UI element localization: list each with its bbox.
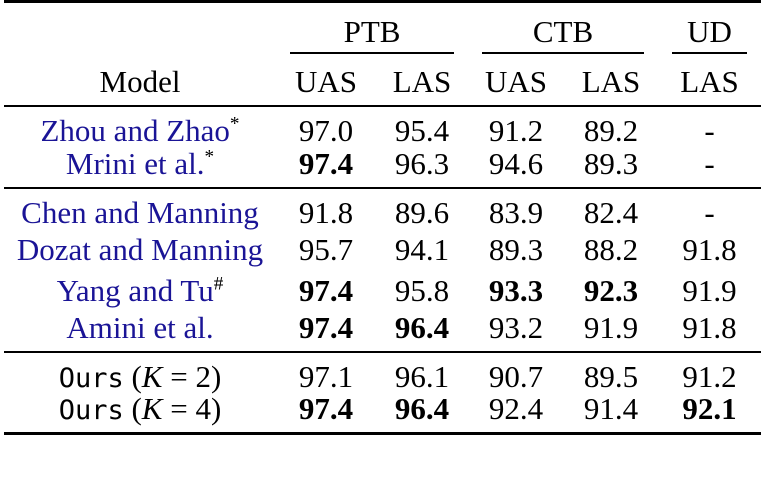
paren-open: ( xyxy=(131,358,142,394)
model-label-ours-k4: Ours xyxy=(58,395,124,427)
asterisk-superscript: * xyxy=(204,146,215,168)
column-group-row: PTB CTB UD xyxy=(4,2,761,54)
group-label-ctb: CTB xyxy=(532,13,594,49)
table-row: Dozat and Manning 95.7 94.1 89.3 88.2 91… xyxy=(4,229,761,270)
value-cell: 97.0 xyxy=(298,112,354,148)
metric-header-row: Model UAS LAS UAS LAS LAS xyxy=(4,53,762,107)
value-cell: 95.8 xyxy=(394,272,450,308)
value-cell: 97.4 xyxy=(298,145,354,181)
value-cell: 89.5 xyxy=(564,350,659,393)
model-k-expression: (K = 4) xyxy=(131,391,221,426)
value-cell: 97.1 xyxy=(276,350,376,393)
model-link-mrini[interactable]: Mrini et al. xyxy=(65,145,205,181)
value-cell: 97.4 xyxy=(298,391,354,427)
model-cell: Yang and Tu# xyxy=(4,270,276,311)
group-label-ptb: PTB xyxy=(343,13,401,49)
header-ptb-las: LAS xyxy=(376,53,469,107)
model-link-dozat[interactable]: Dozat and Manning xyxy=(16,231,264,267)
model-link-yang-tu[interactable]: Yang and Tu xyxy=(56,272,214,308)
value-cell: 96.4 xyxy=(394,309,450,345)
column-group-ptb: PTB xyxy=(276,2,468,54)
model-link-amini[interactable]: Amini et al. xyxy=(66,309,214,345)
table-row: Yang and Tu# 97.4 95.8 93.3 92.3 91.9 xyxy=(4,270,761,311)
value-cell: 82.4 xyxy=(564,186,659,229)
value-cell: 96.3 xyxy=(394,145,450,181)
table-row: Chen and Manning 91.8 89.6 83.9 82.4 - xyxy=(4,186,762,230)
value-cell: 88.2 xyxy=(583,231,639,267)
header-ptb-uas: UAS xyxy=(276,53,376,107)
model-label-ours-k2: Ours xyxy=(58,362,124,394)
value-cell: 93.2 xyxy=(488,309,544,345)
value-cell: 97.4 xyxy=(298,272,354,308)
column-group-ctb: CTB xyxy=(468,2,658,54)
value-cell: 92.4 xyxy=(488,391,544,427)
value-cell: 90.7 xyxy=(468,350,565,393)
value-cell: 94.1 xyxy=(394,231,450,267)
value-cell: 89.6 xyxy=(376,186,469,229)
k-variable: K xyxy=(141,391,163,427)
model-cell: Zhou and Zhao* xyxy=(4,106,276,147)
value-cell: 91.8 xyxy=(682,309,737,345)
value-cell: 92.3 xyxy=(583,272,639,308)
header-ctb-uas: UAS xyxy=(468,53,565,107)
asterisk-superscript: * xyxy=(229,113,240,135)
hash-superscript: # xyxy=(213,273,224,295)
model-cell: Ours (K = 2) xyxy=(4,350,276,394)
value-cell: 91.2 xyxy=(488,112,544,148)
group-label-ud: UD xyxy=(687,13,732,49)
header-ud-las: LAS xyxy=(658,53,762,107)
model-cell: Ours (K = 4) xyxy=(4,393,276,434)
value-cell: 91.4 xyxy=(583,391,639,427)
value-cell: 89.3 xyxy=(583,145,639,181)
table-row: Mrini et al.* 97.4 96.3 94.6 89.3 - xyxy=(4,147,761,188)
value-cell: 95.7 xyxy=(298,231,354,267)
value-cell: 93.3 xyxy=(488,272,544,308)
value-cell: 83.9 xyxy=(468,186,565,229)
value-cell: 91.8 xyxy=(276,186,376,229)
table-row: Ours (K = 2) 97.1 96.1 90.7 89.5 91.2 xyxy=(4,350,762,394)
model-cell: Dozat and Manning xyxy=(4,229,276,270)
value-cell: - xyxy=(704,145,715,181)
value-cell: 97.4 xyxy=(298,309,354,345)
value-cell: 95.4 xyxy=(394,112,450,148)
value-cell: - xyxy=(658,186,762,229)
value-cell: 91.2 xyxy=(658,350,762,393)
value-cell: 96.4 xyxy=(394,391,450,427)
table-row: Amini et al. 97.4 96.4 93.2 91.9 91.8 xyxy=(4,311,761,352)
model-cell: Chen and Manning xyxy=(4,186,276,230)
column-group-ud: UD xyxy=(658,2,761,54)
value-cell: - xyxy=(704,112,715,148)
model-k-expression: (K = 2) xyxy=(131,359,221,394)
k-variable: K xyxy=(141,358,163,394)
value-cell: 91.9 xyxy=(682,272,737,308)
model-column-header: Model xyxy=(4,53,276,107)
value-cell: 92.1 xyxy=(682,391,737,427)
table-row: Zhou and Zhao* 97.0 95.4 91.2 89.2 - xyxy=(4,106,761,147)
k-value: = 2) xyxy=(170,358,222,394)
value-cell: 89.2 xyxy=(583,112,639,148)
value-cell: 91.8 xyxy=(682,231,737,267)
model-link-chen[interactable]: Chen and Manning xyxy=(21,194,259,230)
empty-corner-cell xyxy=(4,2,276,54)
model-link-zhou-zhao[interactable]: Zhou and Zhao xyxy=(40,112,230,148)
table-row: Ours (K = 4) 97.4 96.4 92.4 91.4 92.1 xyxy=(4,393,761,434)
value-cell: 91.9 xyxy=(583,309,639,345)
header-ctb-las: LAS xyxy=(564,53,659,107)
k-value: = 4) xyxy=(170,391,222,427)
value-cell: 89.3 xyxy=(488,231,544,267)
model-cell: Mrini et al.* xyxy=(4,147,276,188)
value-cell: 96.1 xyxy=(376,350,469,393)
results-table: PTB CTB UD Model UAS LAS UAS LAS LAS Zho… xyxy=(4,0,762,435)
model-cell: Amini et al. xyxy=(4,311,276,352)
paren-open: ( xyxy=(131,391,142,427)
value-cell: 94.6 xyxy=(488,145,544,181)
